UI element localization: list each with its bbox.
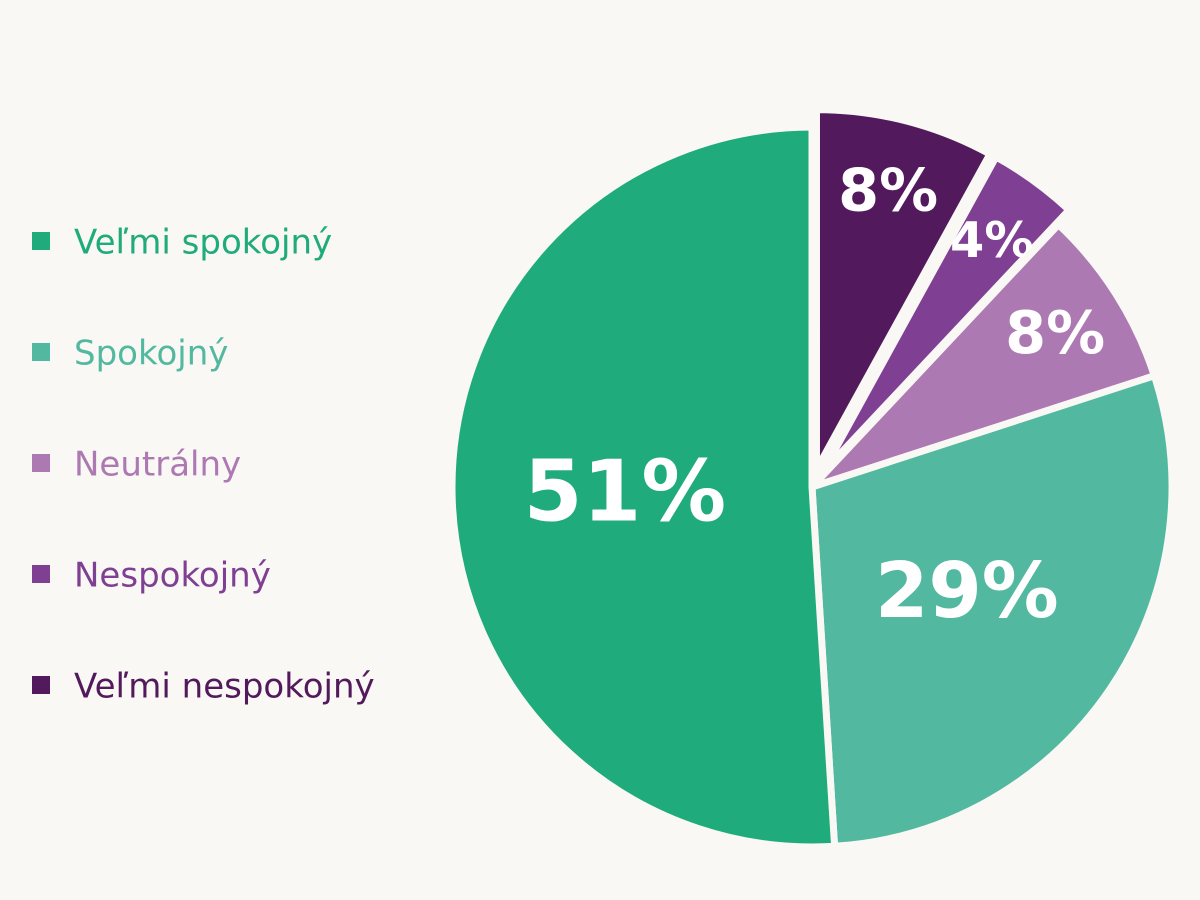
legend-label: Nespokojný — [74, 556, 271, 596]
legend-label: Veľmi nespokojný — [74, 667, 375, 707]
slice-label: 8% — [838, 156, 938, 225]
legend-label: Spokojný — [74, 334, 228, 374]
slice-label: 4% — [950, 211, 1034, 269]
legend-swatch — [32, 343, 50, 361]
legend-swatch — [32, 565, 50, 583]
pie-slice — [812, 106, 994, 474]
pie-slice — [808, 372, 1176, 850]
pie-slice — [448, 123, 839, 851]
legend-swatch — [32, 454, 50, 472]
slice-label: 8% — [1005, 298, 1105, 367]
pie-slice — [808, 221, 1158, 491]
pie-slice — [819, 153, 1073, 476]
legend-swatch — [32, 676, 50, 694]
legend-label: Veľmi spokojný — [74, 223, 332, 263]
slice-label: 51% — [524, 441, 727, 540]
legend-swatch — [32, 232, 50, 250]
slice-label: 29% — [875, 547, 1059, 636]
legend-label: Neutrálny — [74, 445, 241, 485]
